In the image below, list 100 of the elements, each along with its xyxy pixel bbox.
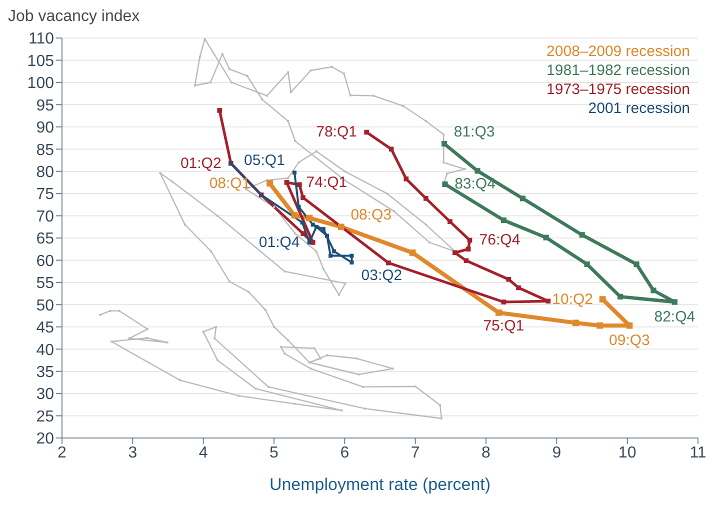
point: [217, 108, 222, 113]
point: [284, 180, 290, 185]
point: [332, 249, 336, 254]
point: [306, 214, 313, 222]
point: [546, 298, 551, 304]
annotation: 08:Q3: [350, 206, 392, 224]
y-tick-label: 110: [28, 30, 54, 48]
point: [296, 204, 301, 209]
x-axis-title: Unemployment rate (percent): [269, 475, 491, 494]
y-tick-label: 45: [36, 320, 54, 337]
text: 2001 recession: [587, 99, 690, 118]
point: [300, 195, 306, 200]
annotation: 78:Q1: [316, 124, 358, 141]
point: [424, 196, 428, 201]
annotation: 09:Q3: [609, 332, 650, 350]
y-tick-label: 60: [36, 252, 54, 270]
y-tick-label: 20: [36, 430, 54, 448]
point: [388, 146, 394, 152]
point: [474, 168, 480, 174]
y-tick-label: 55: [36, 275, 54, 292]
point: [328, 254, 333, 258]
x-tick-label: 10: [618, 444, 636, 462]
annotation: 08:Q1: [209, 174, 250, 192]
annotation: 03:Q2: [361, 266, 402, 284]
x-tick-label: 4: [198, 444, 208, 462]
point: [584, 261, 590, 268]
point: [404, 176, 409, 182]
point: [364, 130, 369, 135]
y-tick-label: 35: [36, 364, 54, 382]
point: [596, 322, 603, 329]
annotation: 01:Q2: [180, 154, 222, 172]
point: [338, 224, 344, 230]
point: [297, 182, 302, 188]
point: [291, 212, 298, 219]
point: [350, 260, 354, 264]
y-axis-title: Job vacancy index: [8, 8, 141, 26]
x-tick-label: 3: [128, 444, 138, 462]
annotation: 83:Q4: [454, 176, 496, 193]
annotation: 75:Q1: [483, 318, 524, 334]
point: [617, 294, 624, 300]
point: [506, 276, 512, 282]
y-tick-label: 50: [36, 297, 54, 314]
point: [466, 246, 471, 252]
point: [543, 234, 549, 240]
y-tick-label: 85: [36, 142, 54, 159]
x-tick-label: 7: [410, 444, 420, 462]
point: [442, 140, 448, 147]
y-tick-label: 70: [36, 208, 54, 226]
x-tick-label: 5: [270, 444, 279, 462]
text: 1981–1982 recession: [546, 61, 690, 80]
text: 2008–2009 recession: [546, 42, 690, 61]
y-tick-label: 100: [27, 75, 54, 92]
point: [321, 227, 326, 232]
point: [300, 231, 306, 236]
x-tick-label: 9: [552, 444, 562, 462]
annotation: 01:Q4: [258, 234, 300, 251]
y-tick-label: 90: [36, 120, 54, 137]
point: [448, 219, 452, 224]
point: [452, 250, 458, 256]
point: [501, 300, 506, 304]
y-tick-label: 95: [36, 97, 54, 114]
text: 1973–1975 recession: [546, 80, 690, 99]
point: [572, 320, 579, 326]
x-tick-label: 8: [482, 444, 491, 462]
annotation: 82:Q4: [654, 308, 696, 326]
point: [579, 232, 585, 238]
x-tick-label: 2: [58, 444, 67, 462]
point: [496, 309, 502, 316]
point: [626, 322, 633, 329]
point: [307, 240, 312, 244]
annotation: 81:Q3: [454, 123, 495, 140]
y-tick-label: 75: [36, 186, 54, 204]
point: [599, 296, 606, 303]
point: [516, 285, 521, 290]
point: [520, 196, 526, 202]
x-tick-label: 6: [340, 444, 350, 462]
point: [634, 261, 640, 268]
x-tick-label: 11: [690, 444, 706, 462]
point: [266, 180, 273, 187]
point: [350, 254, 354, 258]
point: [325, 234, 329, 238]
annotation: 76:Q4: [479, 232, 520, 249]
y-tick-label: 30: [36, 386, 54, 404]
point: [386, 260, 391, 266]
annotation: 74:Q1: [306, 174, 348, 191]
point: [500, 217, 506, 224]
point: [314, 224, 318, 229]
annotation: 05:Q1: [244, 152, 285, 170]
y-tick-label: 65: [36, 230, 54, 248]
point: [292, 170, 296, 175]
point: [672, 299, 678, 305]
point: [409, 249, 416, 256]
point: [300, 220, 304, 224]
point: [442, 181, 448, 188]
annotation: 10:Q2: [552, 290, 594, 308]
y-tick-label: 40: [36, 342, 54, 359]
point: [650, 288, 656, 294]
y-tick-label: 25: [36, 408, 54, 426]
y-tick-label: 105: [27, 52, 54, 70]
point: [310, 222, 315, 227]
